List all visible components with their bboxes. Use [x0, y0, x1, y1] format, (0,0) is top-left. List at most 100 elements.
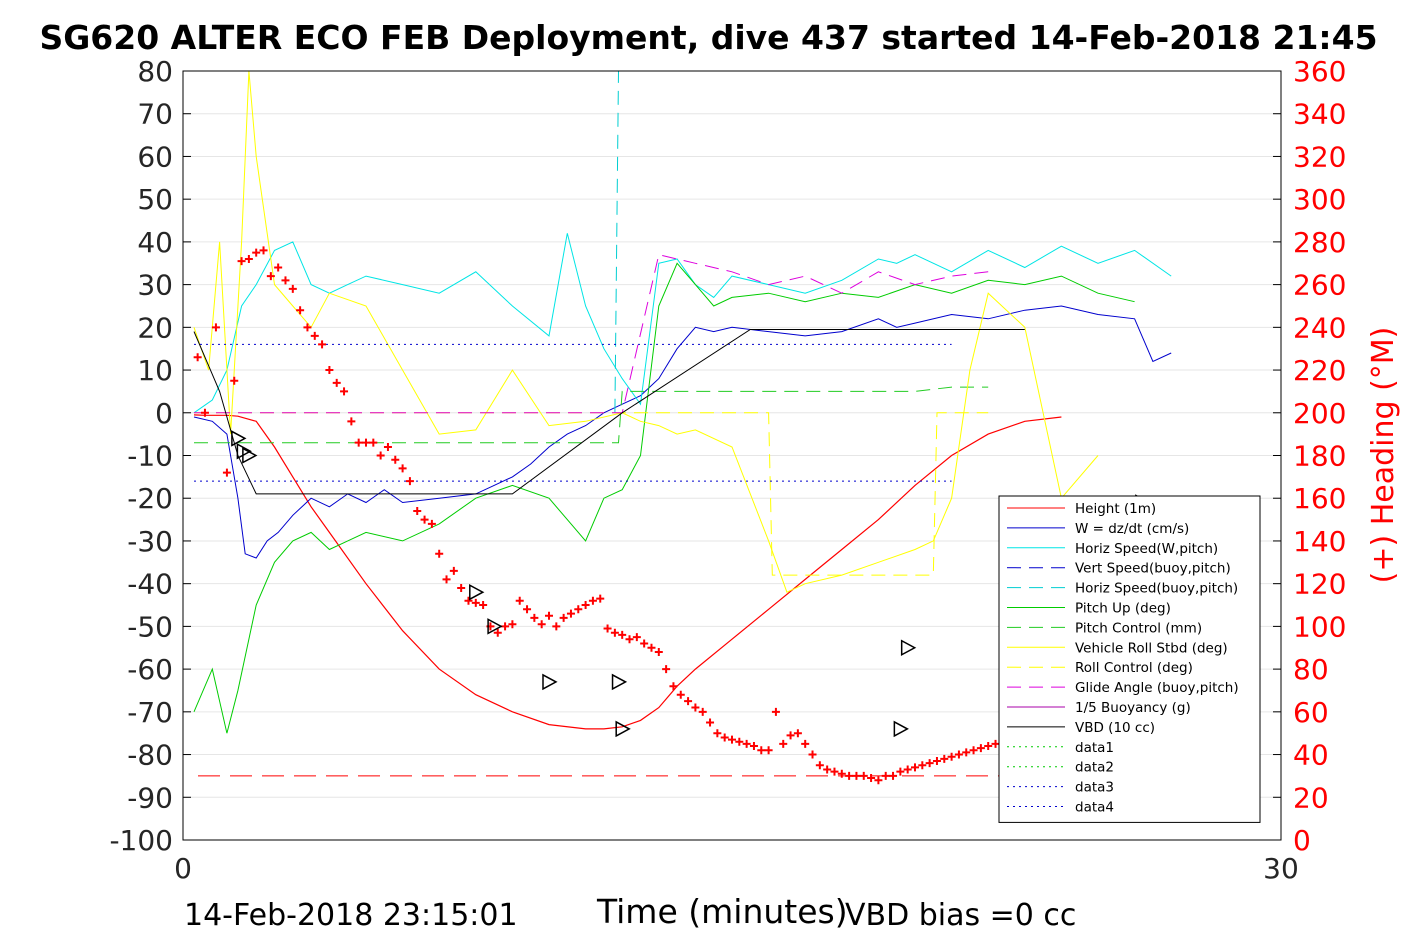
vbd-bias-label: VBD bias =0 cc — [845, 898, 1077, 933]
y-tick-label: 80 — [137, 55, 173, 88]
y-tick-label: 40 — [137, 226, 173, 259]
heading-point — [427, 519, 436, 528]
heading-point — [552, 622, 561, 631]
y-tick-label: 0 — [155, 397, 173, 430]
y-tick-label: 70 — [137, 98, 173, 131]
heading-point — [523, 605, 532, 614]
y-right-tick-label: 240 — [1293, 311, 1346, 344]
heading-point — [457, 583, 466, 592]
chart-title: SG620 ALTER ECO FEB Deployment, dive 437… — [39, 18, 1378, 57]
heading-point — [340, 387, 349, 396]
heading-point — [793, 729, 802, 738]
heading-point — [442, 575, 451, 584]
y-right-tick-label: 260 — [1293, 269, 1346, 302]
heading-point — [618, 630, 627, 639]
heading-point — [691, 703, 700, 712]
y-tick-label: -100 — [109, 824, 173, 857]
heading-point — [779, 739, 788, 748]
heading-point — [303, 323, 312, 332]
legend-label: 1/5 Buoyancy (g) — [1075, 700, 1191, 716]
heading-point — [296, 306, 305, 315]
heading-point — [413, 507, 422, 516]
heading-point — [698, 707, 707, 716]
heading-point — [603, 624, 612, 633]
heading-point — [845, 771, 854, 780]
y-right-tick-label: 0 — [1293, 824, 1311, 857]
heading-point — [976, 744, 985, 753]
legend-label: data2 — [1075, 760, 1114, 776]
triangle-marker — [615, 720, 631, 738]
heading-point — [588, 596, 597, 605]
x-tick-label: 0 — [174, 852, 192, 885]
heading-point — [647, 643, 656, 652]
heading-point — [471, 598, 480, 607]
heading-point — [720, 733, 729, 742]
legend-label: Height (1m) — [1075, 501, 1156, 517]
legend-box — [998, 495, 1261, 823]
series-line-4 — [614, 71, 623, 413]
heading-point — [610, 628, 619, 637]
heading-point — [420, 515, 429, 524]
heading-point — [640, 639, 649, 648]
heading-point — [515, 596, 524, 605]
heading-point — [435, 549, 444, 558]
heading-point — [669, 682, 678, 691]
timestamp: 14-Feb-2018 23:15:01 — [184, 898, 518, 933]
right-axis-label: (+) Heading (°M) — [1366, 327, 1401, 584]
heading-point — [808, 750, 817, 759]
heading-point — [574, 605, 583, 614]
y-right-tick-label: 100 — [1293, 610, 1346, 643]
heading-point — [684, 697, 693, 706]
heading-point — [200, 408, 209, 417]
y-tick-label: -70 — [127, 696, 173, 729]
heading-point — [274, 263, 283, 272]
heading-point — [530, 613, 539, 622]
heading-point — [332, 378, 341, 387]
heading-point — [537, 620, 546, 629]
heading-point — [211, 323, 220, 332]
y-right-tick-label: 60 — [1293, 696, 1329, 729]
y-right-tick-label: 280 — [1293, 226, 1346, 259]
legend-label: Glide Angle (buoy,pitch) — [1075, 680, 1239, 696]
heading-point — [376, 451, 385, 460]
heading-point — [874, 776, 883, 785]
heading-point — [625, 635, 634, 644]
heading-point — [266, 272, 275, 281]
heading-point — [859, 771, 868, 780]
y-tick-label: 60 — [137, 140, 173, 173]
heading-point — [881, 771, 890, 780]
heading-point — [325, 366, 334, 375]
series-line-1 — [193, 305, 1172, 559]
y-tick-label: 30 — [137, 269, 173, 302]
legend-label: VBD (10 cc) — [1075, 720, 1155, 736]
y-tick-label: -60 — [127, 653, 173, 686]
y-right-tick-label: 180 — [1293, 440, 1346, 473]
heading-point — [954, 750, 963, 759]
heading-point — [889, 771, 898, 780]
heading-point — [867, 774, 876, 783]
heading-point — [237, 257, 246, 266]
y-tick-label: -90 — [127, 781, 173, 814]
triangle-marker — [542, 673, 558, 691]
heading-point — [244, 254, 253, 263]
y-tick-label: -10 — [127, 440, 173, 473]
heading-point — [449, 566, 458, 575]
y-right-tick-label: 300 — [1293, 183, 1346, 216]
legend-label: Horiz Speed(buoy,pitch) — [1075, 581, 1238, 597]
heading-point — [896, 767, 905, 776]
heading-point — [222, 468, 231, 477]
triangle-marker — [611, 673, 628, 691]
heading-point — [464, 596, 473, 605]
heading-point — [391, 455, 400, 464]
heading-point — [347, 417, 356, 426]
heading-point — [749, 742, 758, 751]
heading-point — [288, 284, 297, 293]
heading-point — [947, 752, 956, 761]
legend-label: data1 — [1075, 740, 1114, 756]
series-line-9 — [194, 254, 989, 414]
heading-point — [932, 756, 941, 765]
heading-point — [962, 748, 971, 757]
heading-point — [383, 442, 392, 451]
heading-point — [596, 594, 605, 603]
